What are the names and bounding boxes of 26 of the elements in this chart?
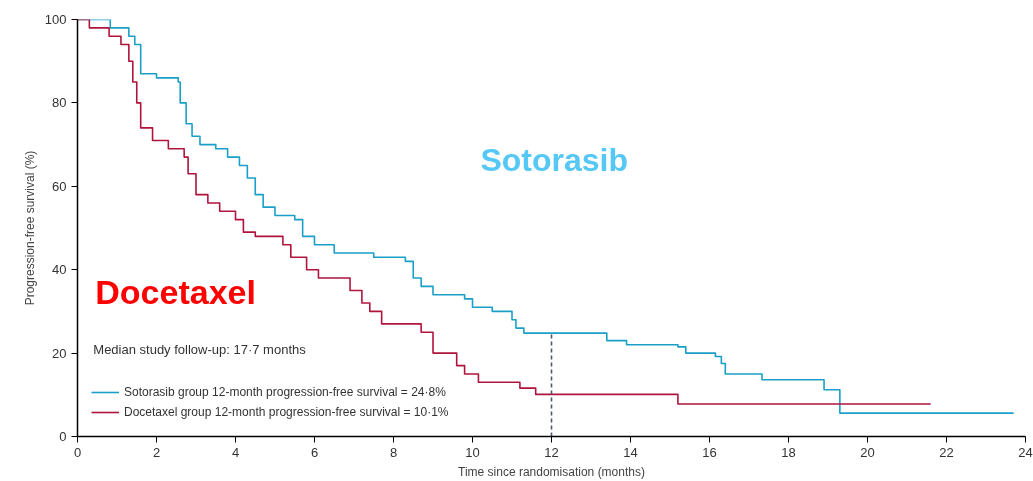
x-tick-label: 10	[465, 444, 480, 460]
x-tick-label: 14	[623, 444, 638, 460]
y-tick-label: 60	[52, 178, 67, 194]
x-tick-label: 0	[73, 444, 82, 460]
y-tick-label: 20	[52, 345, 67, 361]
x-tick-label: 20	[860, 444, 875, 460]
annotation: Docetaxel	[95, 273, 256, 312]
x-tick-label: 8	[389, 444, 398, 460]
legend-label: Docetaxel group 12-month progression-free survival = 10·1%	[124, 405, 449, 419]
x-tick-label: 4	[231, 444, 240, 460]
y-axis-title: Progression-free survival (%)	[22, 150, 37, 306]
x-axis-title: Time since randomisation (months)	[458, 464, 645, 479]
x-tick-label: 6	[310, 444, 319, 460]
legend-label: Sotorasib group 12-month progression-free survival = 24·8%	[124, 385, 446, 399]
y-tick-label: 80	[52, 95, 67, 111]
annotation: Sotorasib	[480, 141, 628, 178]
x-tick-label: 24	[1018, 444, 1033, 460]
x-tick-label: 22	[939, 444, 954, 460]
x-tick-label: 12	[544, 444, 559, 460]
y-tick-label: 0	[59, 429, 67, 444]
x-tick-label: 2	[152, 444, 161, 460]
x-tick-label: 18	[781, 444, 796, 460]
y-tick-label: 40	[52, 262, 67, 278]
y-tick-label: 100	[44, 12, 67, 27]
x-tick-label: 16	[702, 444, 717, 460]
annotation: Median study follow-up: 17·7 months	[93, 342, 307, 358]
